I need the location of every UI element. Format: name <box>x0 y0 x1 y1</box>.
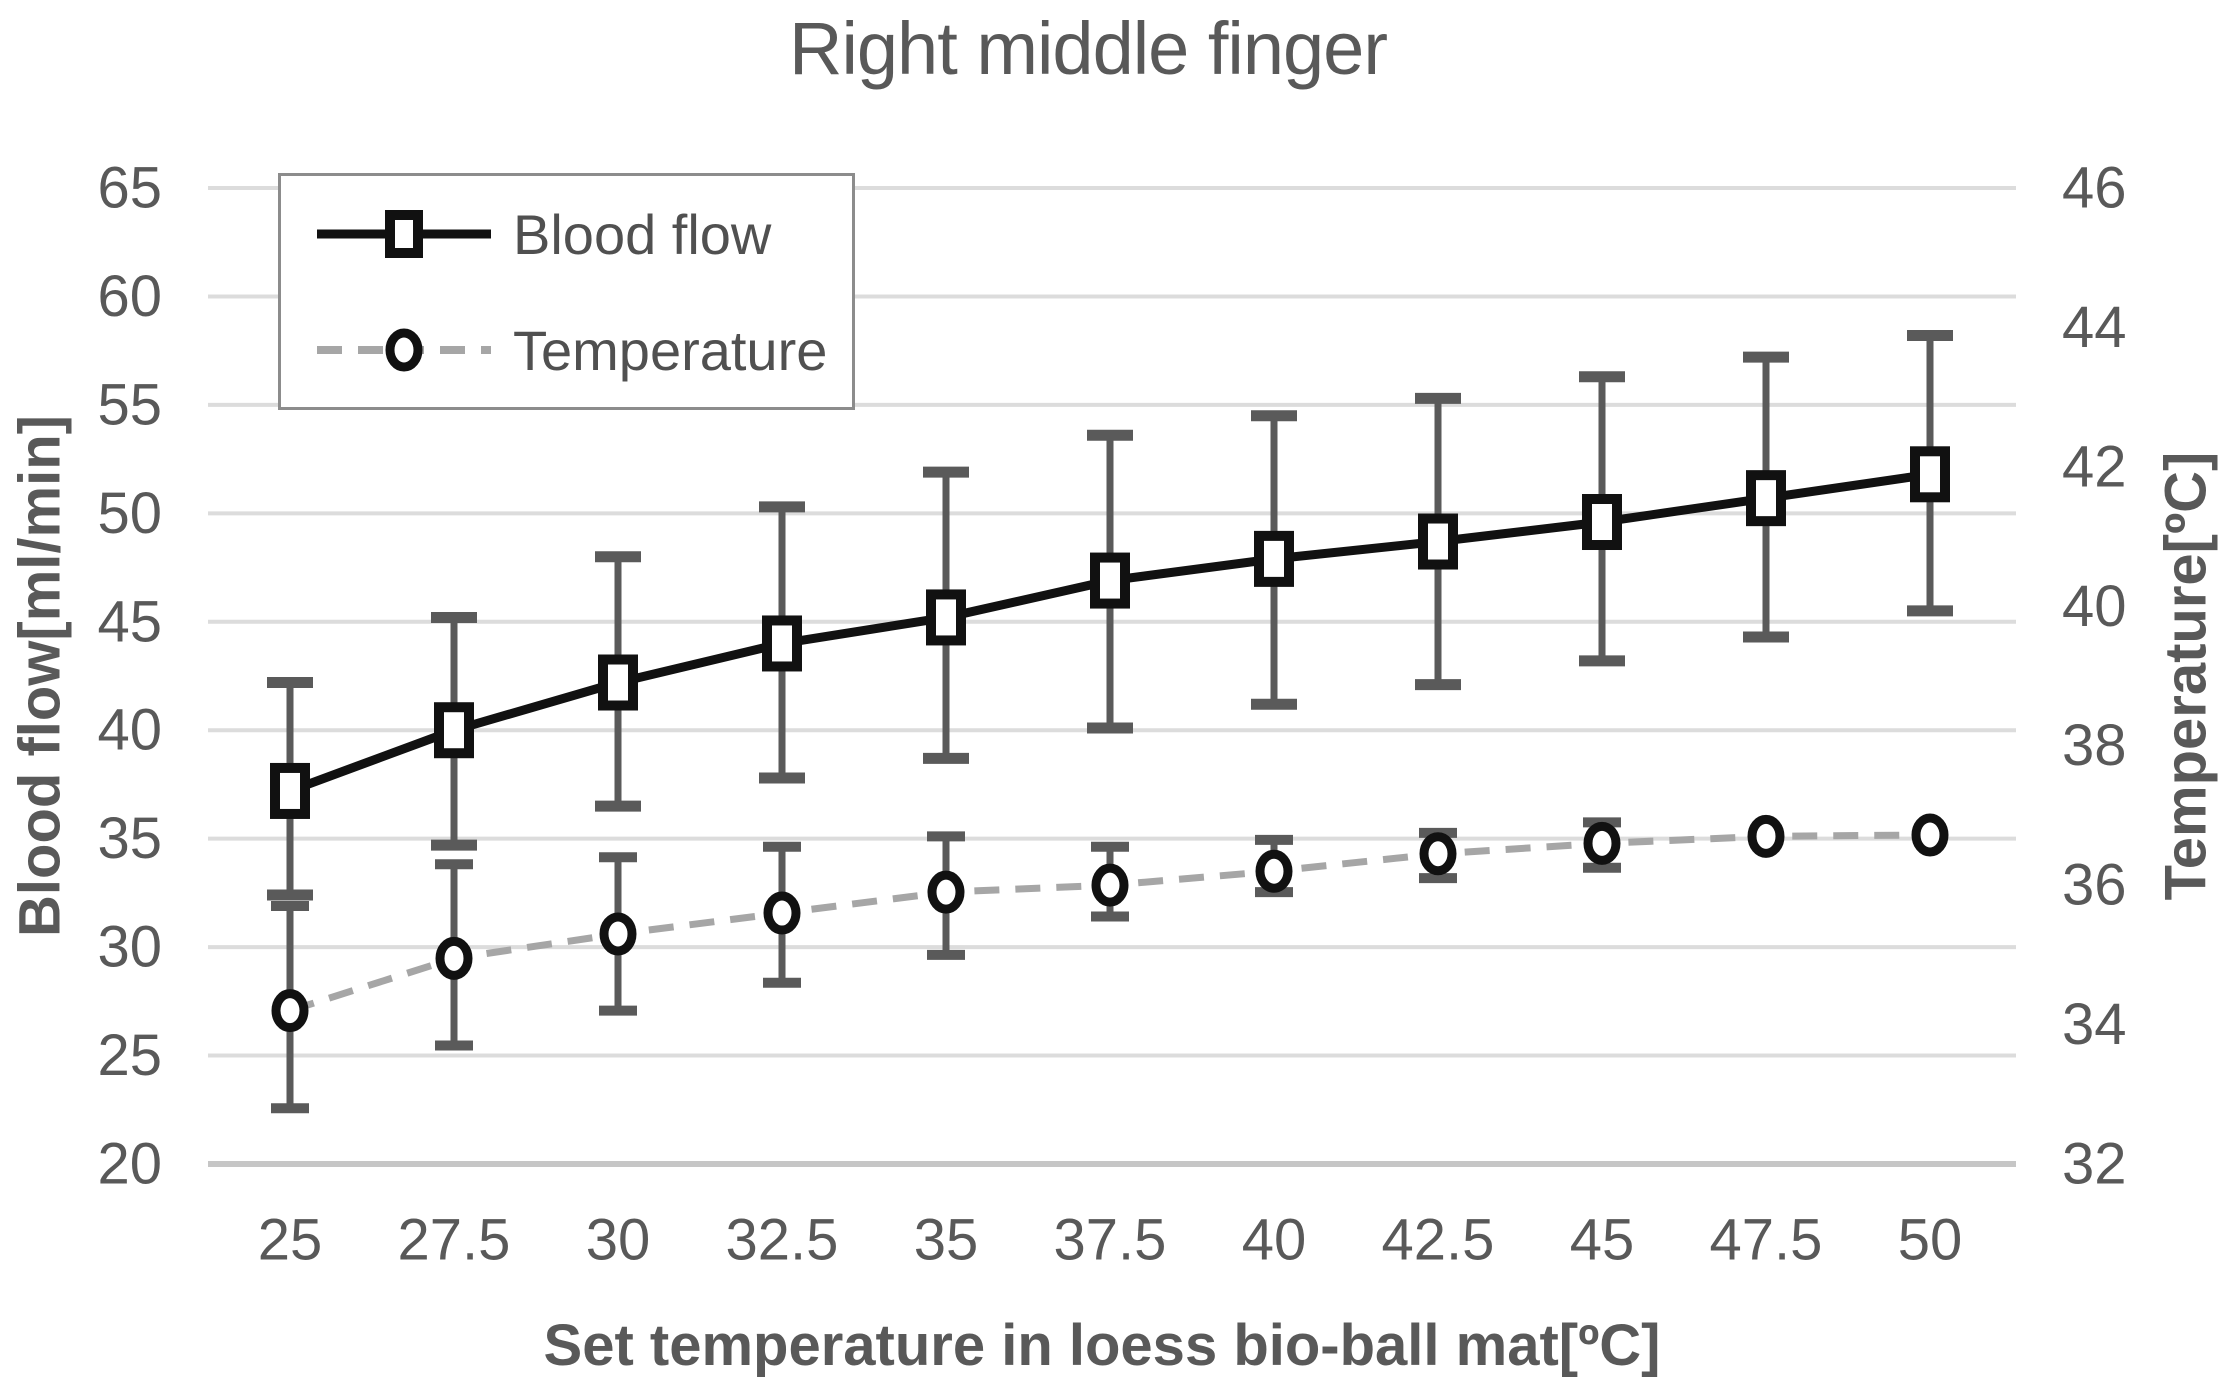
temperature-marker-50 <box>1911 813 1949 857</box>
y-right-tick-label-40: 40 <box>2062 574 2127 639</box>
x-tick-label-32.5: 32.5 <box>726 1208 839 1273</box>
blood-flow-line-sample-icon <box>317 210 491 258</box>
y-left-tick-label-25: 25 <box>97 1023 162 1088</box>
temperature-marker-25 <box>271 989 309 1033</box>
x-tick-label-40: 40 <box>1242 1208 1307 1273</box>
x-tick-label-30: 30 <box>586 1208 651 1273</box>
chart-title: Right middle finger <box>789 7 1388 90</box>
blood-flow-marker-37.5 <box>1090 552 1130 609</box>
y-left-tick-label-35: 35 <box>97 806 162 871</box>
x-tick-label-50: 50 <box>1898 1208 1963 1273</box>
temperature-marker-37.5 <box>1091 863 1129 907</box>
x-tick-label-37.5: 37.5 <box>1054 1208 1167 1273</box>
y-left-tick-label-40: 40 <box>97 698 162 763</box>
x-tick-label-35: 35 <box>914 1208 979 1273</box>
y-left-tick-label-45: 45 <box>97 589 162 654</box>
y-axis-title-right: Temperature[ºC] <box>2153 451 2219 901</box>
blood-flow-marker-35 <box>926 589 966 646</box>
temperature-marker-35 <box>927 870 965 914</box>
legend-item-blood-flow: Blood flow <box>281 202 852 266</box>
y-right-tick-label-44: 44 <box>2062 295 2127 360</box>
blood-flow-marker-45 <box>1582 494 1622 551</box>
temperature-line-sample-icon <box>317 328 491 372</box>
legend: Blood flow Temperature <box>278 173 855 410</box>
y-right-tick-label-42: 42 <box>2062 434 2127 499</box>
temperature-marker-47.5 <box>1747 814 1785 858</box>
legend-label-temperature: Temperature <box>513 318 828 382</box>
y-right-tick-label-36: 36 <box>2062 853 2127 918</box>
y-right-tick-label-38: 38 <box>2062 713 2127 778</box>
y-right-tick-label-32: 32 <box>2062 1132 2127 1197</box>
blood-flow-marker-27.5 <box>434 702 474 759</box>
y-right-tick-label-34: 34 <box>2062 992 2127 1057</box>
y-axis-title-left: Blood flow[ml/min] <box>7 415 73 937</box>
blood-flow-marker-50 <box>1910 446 1950 503</box>
blood-flow-marker-47.5 <box>1746 470 1786 527</box>
x-tick-label-47.5: 47.5 <box>1710 1208 1823 1273</box>
blood-flow-marker-25 <box>270 762 310 819</box>
y-left-tick-label-30: 30 <box>97 915 162 980</box>
y-left-tick-label-60: 60 <box>97 264 162 329</box>
temperature-marker-42.5 <box>1419 832 1457 876</box>
temperature-marker-30 <box>599 912 637 956</box>
x-tick-label-27.5: 27.5 <box>398 1208 511 1273</box>
y-left-tick-label-20: 20 <box>97 1132 162 1197</box>
blood-flow-marker-40 <box>1254 530 1294 587</box>
legend-item-temperature: Temperature <box>281 318 852 382</box>
y-left-tick-label-50: 50 <box>97 481 162 546</box>
temperature-marker-27.5 <box>435 936 473 980</box>
legend-label-blood-flow: Blood flow <box>513 202 772 266</box>
x-tick-label-25: 25 <box>258 1208 323 1273</box>
blood-flow-marker-42.5 <box>1418 513 1458 570</box>
temperature-marker-45 <box>1583 821 1621 865</box>
y-right-tick-label-46: 46 <box>2062 156 2127 221</box>
y-left-tick-label-55: 55 <box>97 372 162 437</box>
temperature-marker-40 <box>1255 849 1293 893</box>
temperature-marker-32.5 <box>763 891 801 935</box>
blood-flow-marker-30 <box>598 654 638 711</box>
x-tick-label-42.5: 42.5 <box>1382 1208 1495 1273</box>
x-axis-title: Set temperature in loess bio-ball mat[ºC… <box>543 1313 1661 1378</box>
y-left-tick-label-65: 65 <box>97 156 162 221</box>
blood-flow-marker-32.5 <box>762 615 802 672</box>
x-tick-label-45: 45 <box>1570 1208 1635 1273</box>
